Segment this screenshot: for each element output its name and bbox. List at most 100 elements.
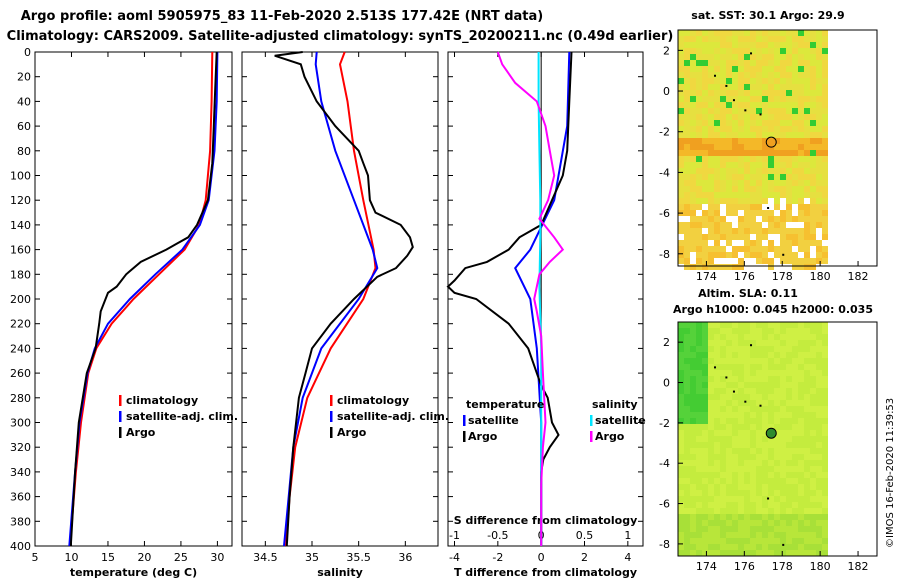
map-pixel xyxy=(684,144,690,150)
map-pixel xyxy=(684,388,690,394)
map-pixel xyxy=(816,30,822,36)
map-pixel xyxy=(810,496,816,502)
map-pixel xyxy=(774,478,780,484)
map-pixel xyxy=(738,388,744,394)
map-pixel xyxy=(798,102,804,108)
map-pixel xyxy=(738,346,744,352)
map-pixel xyxy=(690,66,696,72)
map-pixel xyxy=(684,108,690,114)
map-pixel xyxy=(774,60,780,66)
map-pixel xyxy=(684,180,690,186)
map-pixel xyxy=(804,198,810,204)
map-pixel xyxy=(726,138,732,144)
map-pixel xyxy=(738,240,744,246)
map-pixel xyxy=(744,108,750,114)
map-pixel xyxy=(684,478,690,484)
map-pixel xyxy=(684,102,690,108)
map-pixel xyxy=(684,418,690,424)
map-pixel xyxy=(774,102,780,108)
map-pixel xyxy=(720,36,726,42)
map-pixel xyxy=(822,264,828,270)
map-pixel xyxy=(750,352,756,358)
map-pixel xyxy=(810,334,816,340)
map-pixel xyxy=(750,424,756,430)
map-pixel xyxy=(804,346,810,352)
map-pixel xyxy=(702,186,708,192)
map-pixel xyxy=(822,150,828,156)
map-pixel xyxy=(726,36,732,42)
x2-axis-label: S difference from climatology xyxy=(454,514,638,527)
map-pixel xyxy=(750,388,756,394)
map-pixel xyxy=(720,364,726,370)
map-pixel xyxy=(804,466,810,472)
map-pixel xyxy=(822,394,828,400)
map-pixel xyxy=(714,388,720,394)
map-pixel xyxy=(762,430,768,436)
map-pixel xyxy=(744,340,750,346)
map-pixel xyxy=(738,532,744,538)
map-pixel xyxy=(744,78,750,84)
map-pixel xyxy=(804,454,810,460)
map-pixel xyxy=(750,114,756,120)
map-pixel xyxy=(804,42,810,48)
map-pixel xyxy=(678,222,684,228)
map-pixel xyxy=(732,108,738,114)
map-pixel xyxy=(750,370,756,376)
map-pixel xyxy=(720,370,726,376)
map-pixel xyxy=(702,180,708,186)
map-pixel xyxy=(762,508,768,514)
map-pixel xyxy=(762,228,768,234)
map-pixel xyxy=(708,90,714,96)
map-pixel xyxy=(678,388,684,394)
map-pixel xyxy=(750,532,756,538)
map-pixel xyxy=(798,328,804,334)
map-pixel xyxy=(750,418,756,424)
map-pixel xyxy=(816,198,822,204)
map-pixel xyxy=(708,418,714,424)
map-pixel xyxy=(684,532,690,538)
map-pixel xyxy=(816,478,822,484)
map-pixel xyxy=(696,78,702,84)
map-pixel xyxy=(720,156,726,162)
map-pixel xyxy=(810,382,816,388)
map-pixel xyxy=(696,532,702,538)
map-pixel xyxy=(744,222,750,228)
map-pixel xyxy=(732,412,738,418)
map-x-tick-label: 178 xyxy=(772,560,793,573)
map-pixel xyxy=(822,240,828,246)
x-tick-label: 35 xyxy=(305,551,319,564)
map-pixel xyxy=(702,472,708,478)
map-pixel xyxy=(786,150,792,156)
map-pixel xyxy=(738,192,744,198)
map-pixel xyxy=(786,502,792,508)
map-pixel xyxy=(768,120,774,126)
map-pixel xyxy=(774,186,780,192)
map-pixel xyxy=(780,48,786,54)
map-pixel xyxy=(780,430,786,436)
map-pixel xyxy=(726,72,732,78)
map-pixel xyxy=(720,78,726,84)
map-pixel xyxy=(690,264,696,270)
map-pixel xyxy=(696,120,702,126)
map-pixel xyxy=(732,472,738,478)
map-pixel xyxy=(822,252,828,258)
map-pixel xyxy=(708,168,714,174)
map-pixel xyxy=(702,168,708,174)
map-pixel xyxy=(708,382,714,388)
map-pixel xyxy=(696,210,702,216)
map-pixel xyxy=(822,108,828,114)
map-pixel xyxy=(732,264,738,270)
map-pixel xyxy=(678,340,684,346)
map-pixel xyxy=(732,538,738,544)
map-pixel xyxy=(780,210,786,216)
map-pixel xyxy=(780,36,786,42)
map-pixel xyxy=(726,418,732,424)
map-pixel xyxy=(798,132,804,138)
map-pixel xyxy=(714,144,720,150)
map-pixel xyxy=(684,42,690,48)
map-pixel xyxy=(810,138,816,144)
map-pixel xyxy=(702,442,708,448)
map-pixel xyxy=(816,538,822,544)
map-pixel xyxy=(702,526,708,532)
map-pixel xyxy=(810,174,816,180)
